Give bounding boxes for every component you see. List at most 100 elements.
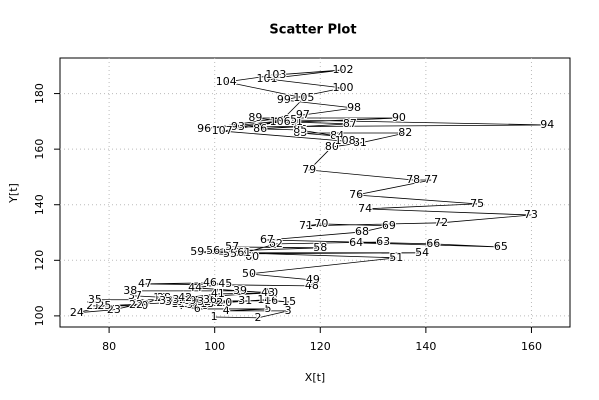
- point-label: 30: [159, 294, 173, 307]
- point-label: 21: [86, 299, 100, 312]
- point-label: 68: [355, 225, 369, 238]
- point-label: 10: [218, 296, 232, 309]
- point-label: 34: [172, 293, 186, 306]
- point-label: 86: [253, 122, 267, 135]
- point-label: 95: [283, 113, 297, 126]
- point-label: 36: [203, 293, 217, 306]
- point-label: 29: [182, 294, 196, 307]
- point-label: 60: [245, 250, 259, 263]
- point-label: 19: [135, 298, 149, 311]
- point-label: 104: [216, 75, 237, 88]
- point-label: 107: [212, 124, 233, 137]
- point-label: 23: [107, 303, 121, 316]
- x-tick-label: 120: [310, 340, 331, 353]
- point-label: 96: [197, 122, 211, 135]
- point-label: 50: [242, 267, 256, 280]
- point-label: 52: [228, 246, 242, 259]
- chart-title: Scatter Plot: [269, 23, 356, 38]
- point-label: 80: [325, 140, 339, 153]
- x-axis-label: X[t]: [305, 371, 325, 384]
- point-label: 91: [289, 115, 303, 128]
- point-label: 43: [261, 286, 275, 299]
- point-label: 12: [209, 296, 223, 309]
- point-label: 11: [171, 297, 185, 310]
- point-label: 105: [293, 91, 314, 104]
- point-label: 89: [248, 111, 262, 124]
- point-label: 40: [264, 286, 278, 299]
- point-label: 63: [376, 235, 390, 248]
- plot-frame: [59, 57, 571, 328]
- point-label: 101: [256, 72, 277, 85]
- point-label: 93: [231, 120, 245, 133]
- x-tick-label: 140: [415, 340, 436, 353]
- point-label: 56: [206, 244, 220, 257]
- x-tick-label: 100: [204, 340, 225, 353]
- point-label: 4: [223, 304, 230, 317]
- point-label: 8: [202, 299, 209, 312]
- y-axis-label: Y[t]: [7, 183, 20, 204]
- point-label: 81: [353, 136, 367, 149]
- point-label: 33: [165, 295, 179, 308]
- point-label: 69: [382, 219, 396, 232]
- point-label: 25: [97, 299, 111, 312]
- point-label: 39: [233, 284, 247, 297]
- point-label: 48: [305, 279, 319, 292]
- point-label: 103: [265, 68, 286, 81]
- point-label: 7: [178, 299, 185, 312]
- point-label: 78: [406, 173, 420, 186]
- point-label: 53: [233, 246, 247, 259]
- point-label: 22: [129, 298, 143, 311]
- point-label: 64: [349, 236, 363, 249]
- point-label: 6: [194, 302, 201, 315]
- y-tick-label: 100: [33, 305, 46, 326]
- point-label: 62: [269, 237, 283, 250]
- point-label: 77: [424, 173, 438, 186]
- point-label: 31: [238, 294, 252, 307]
- point-label: 83: [293, 126, 307, 139]
- x-tick-label: 160: [521, 340, 542, 353]
- point-label: 16: [264, 294, 278, 307]
- point-label: 41: [211, 287, 225, 300]
- point-label: 97: [296, 108, 310, 121]
- point-label: 45: [218, 277, 232, 290]
- point-label: 106: [270, 115, 291, 128]
- point-label: 17: [168, 294, 182, 307]
- point-label: 2: [254, 311, 261, 324]
- point-label: 9: [186, 298, 193, 311]
- point-label: 37: [128, 289, 142, 302]
- y-tick-label: 160: [33, 139, 46, 160]
- point-label: 66: [426, 237, 440, 250]
- point-label: 20: [134, 299, 148, 312]
- point-label: 85: [293, 123, 307, 136]
- point-label: 73: [524, 208, 538, 221]
- y-tick-label: 120: [33, 250, 46, 271]
- point-label: 49: [306, 273, 320, 286]
- point-label: 94: [540, 118, 554, 131]
- point-label: 1: [211, 310, 218, 323]
- point-label: 76: [349, 188, 363, 201]
- point-label: 79: [302, 163, 316, 176]
- point-label: 55: [223, 247, 237, 260]
- point-label: 18: [153, 291, 167, 304]
- point-label: 102: [332, 63, 353, 76]
- point-label: 42: [178, 291, 192, 304]
- point-label: 51: [389, 251, 403, 264]
- point-label: 3: [285, 304, 292, 317]
- point-label: 57: [225, 240, 239, 253]
- point-label: 108: [335, 134, 356, 147]
- point-label: 54: [415, 246, 429, 259]
- point-label: 46: [203, 276, 217, 289]
- point-label: 58: [313, 241, 327, 254]
- point-label: 26: [175, 295, 189, 308]
- point-label: 87: [343, 117, 357, 130]
- y-tick-label: 140: [33, 194, 46, 215]
- point-label: 5: [265, 302, 272, 315]
- point-label: 65: [494, 240, 508, 253]
- y-tick-label: 180: [33, 83, 46, 104]
- x-tick-label: 80: [102, 340, 116, 353]
- point-label: 98: [347, 101, 361, 114]
- point-label: 90: [392, 111, 406, 124]
- point-label: 38: [123, 284, 137, 297]
- point-label: 92: [278, 114, 292, 127]
